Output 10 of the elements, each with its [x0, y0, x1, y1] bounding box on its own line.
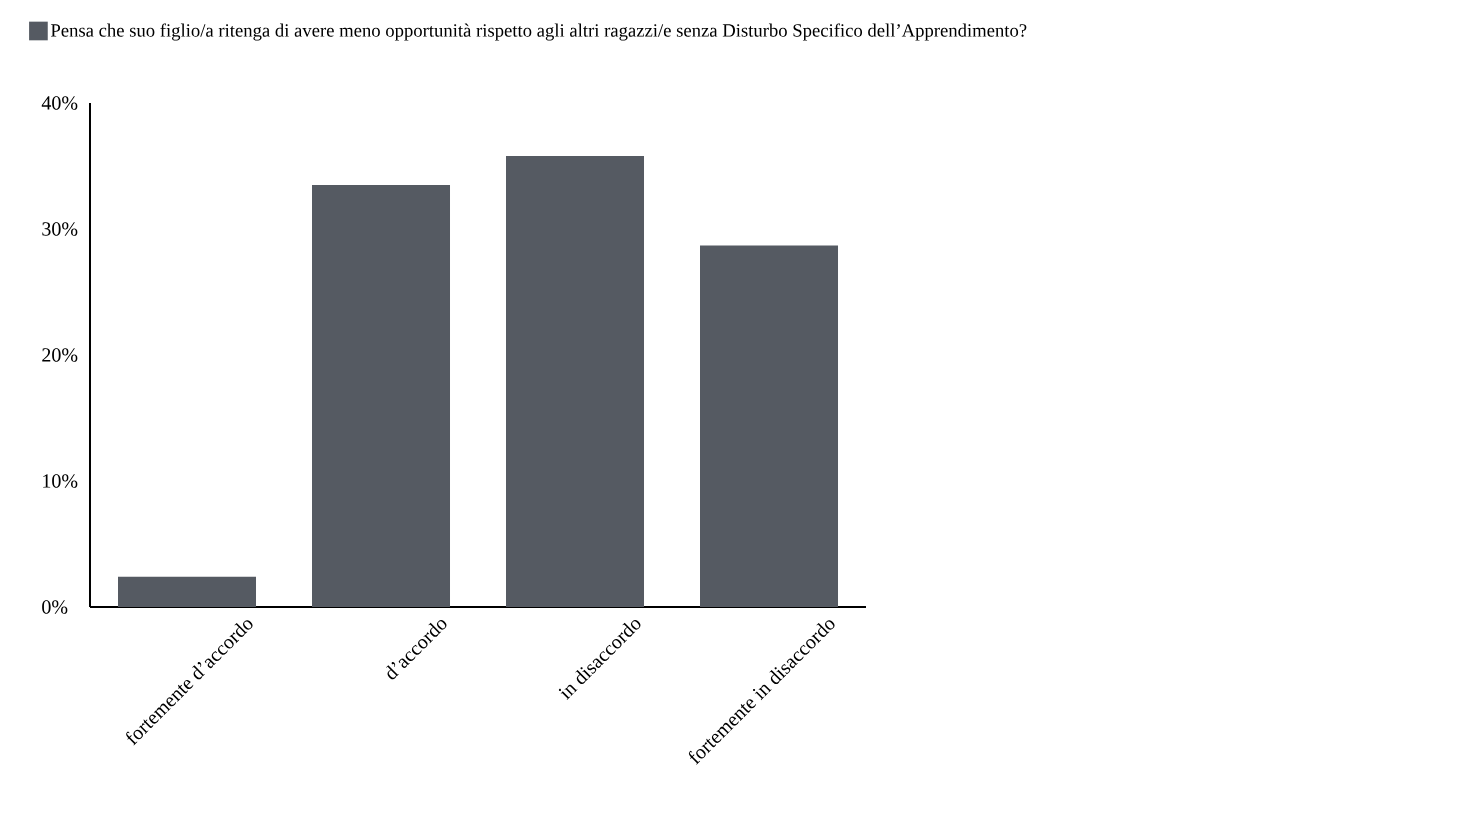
y-tick-label: 30%	[42, 222, 78, 236]
y-tick-label: 40%	[41, 96, 78, 110]
y-tick-label: 20%	[42, 348, 78, 362]
y-tick-label: 0%	[42, 600, 68, 614]
bar	[700, 245, 839, 607]
legend-label: Pensa che suo figlio/a ritenga di avere meno opportunità rispetto agli altri ragazzi/e senza Disturbo Specifico dell’Apprendimento?	[50, 23, 1027, 41]
bar	[506, 155, 645, 607]
y-tick-label: 10%	[43, 474, 78, 488]
bar	[118, 576, 256, 607]
bar	[312, 184, 451, 607]
